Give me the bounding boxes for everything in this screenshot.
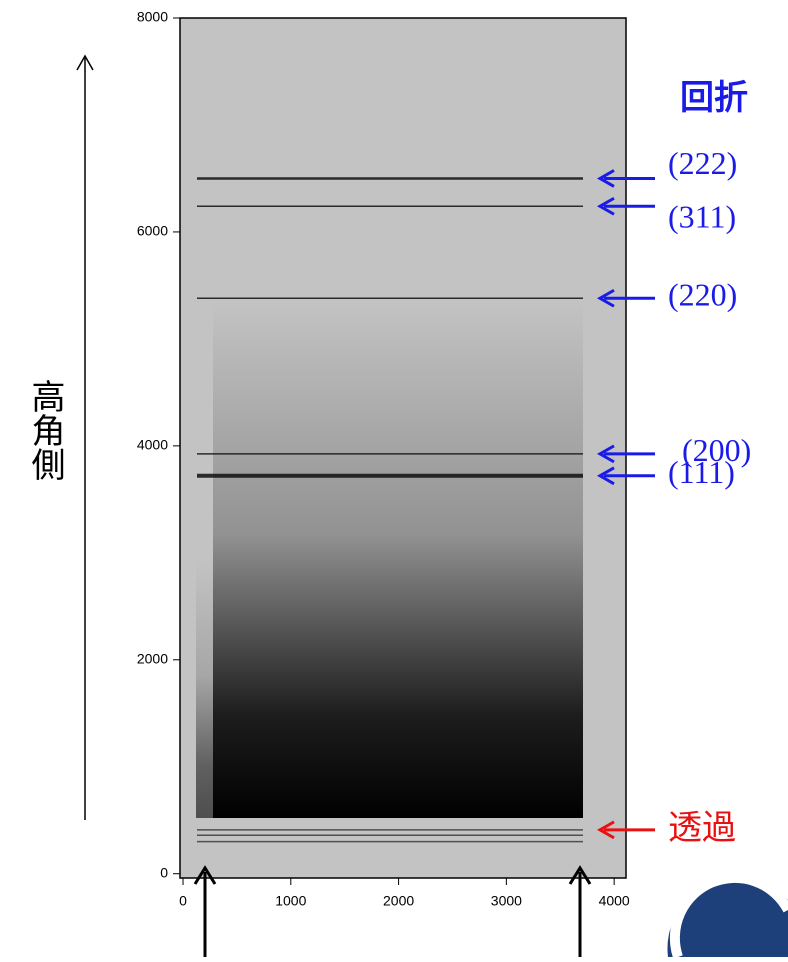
peak-label: (222): [668, 145, 737, 181]
y-tick-label: 6000: [137, 223, 168, 239]
y-axis-label: 高角側: [26, 379, 65, 481]
x-tick-label: 0: [179, 893, 187, 909]
y-tick-label: 2000: [137, 650, 168, 666]
x-tick-label: 2000: [383, 893, 414, 909]
x-tick-label: 3000: [491, 893, 522, 909]
diffraction-label: 回折: [680, 79, 748, 117]
logo: [667, 878, 788, 957]
peak-label: (220): [668, 277, 737, 313]
peak-label: (311): [668, 199, 736, 235]
bottom-arrows: [195, 868, 590, 957]
y-tick-label: 0: [160, 864, 168, 880]
peak-label: (111): [668, 454, 735, 490]
y-tick-label: 4000: [137, 437, 168, 453]
x-tick-label: 1000: [275, 893, 306, 909]
transmission-label: 透過: [668, 809, 736, 847]
dark-edge: [196, 560, 213, 818]
page: {"chart_data": {"type": "image", "y_labe…: [0, 0, 788, 957]
dark-region: [213, 300, 583, 818]
chart: 高角側 0 1000 2000 3000 4000 0 2000 4000 6000 8000 回折…: [0, 0, 788, 957]
x-tick-label: 4000: [599, 893, 630, 909]
y-tick-label: 8000: [137, 9, 168, 25]
